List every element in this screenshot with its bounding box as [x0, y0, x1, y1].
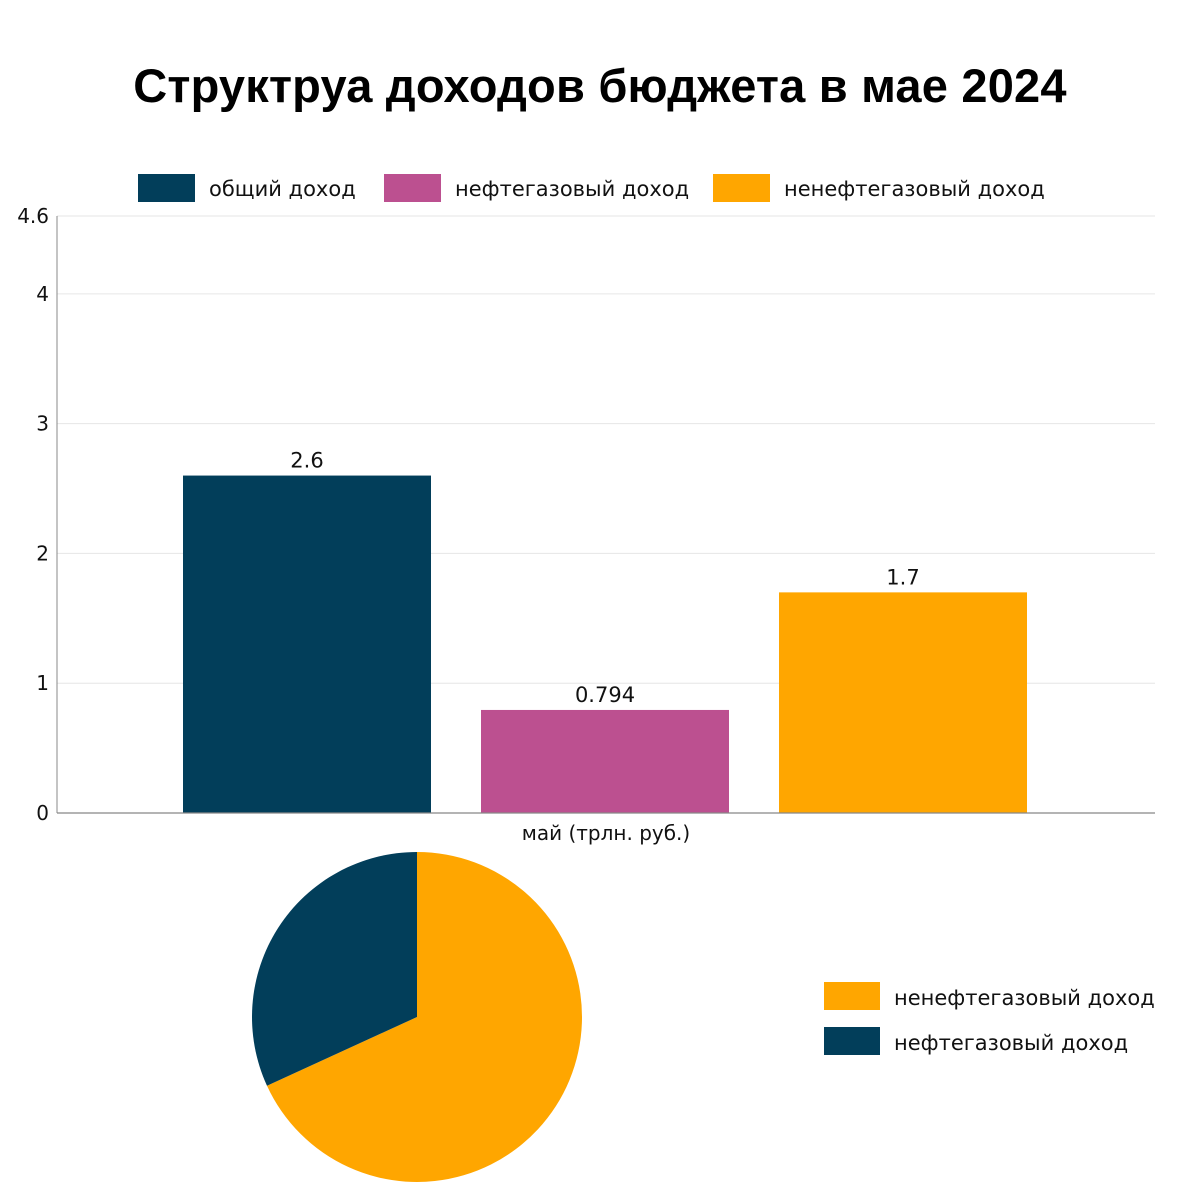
- bar-data-label: 2.6: [290, 449, 323, 473]
- y-tick-label: 4: [36, 282, 49, 306]
- y-axis: 0 1 2 3 4 4.6: [17, 204, 58, 825]
- pie-slice: [251, 852, 417, 1086]
- y-tick-label: 0: [36, 801, 49, 825]
- pie-slice: [266, 852, 582, 1182]
- bar-data-labels: 2.6 0.794 1.7: [290, 449, 919, 707]
- legend-swatch: [384, 174, 441, 202]
- bar-legend: общий доход нефтегазовый доход ненефтегазо…: [138, 174, 1045, 202]
- y-tick-label: 1: [36, 671, 49, 695]
- legend-swatch: [713, 174, 770, 202]
- legend-label: ненефтегазовый доход: [784, 177, 1045, 201]
- y-tick-label: 2: [36, 541, 49, 565]
- y-tick-label: 3: [36, 412, 49, 436]
- legend-swatch: [138, 174, 195, 202]
- bars: [183, 475, 1027, 813]
- pie-chart: [251, 852, 582, 1182]
- x-axis: май (трлн. руб.): [57, 812, 1155, 845]
- legend-label: нефтегазовый доход: [455, 177, 689, 201]
- pie-legend-label: ненефтегазовый доход: [894, 986, 1155, 1010]
- bar-data-label: 0.794: [575, 683, 635, 707]
- legend-label: общий доход: [209, 177, 356, 201]
- chart-title: Структруа доходов бюджета в мае 2024: [133, 59, 1067, 112]
- pie-legend-label: нефтегазовый доход: [894, 1031, 1128, 1055]
- x-axis-label: май (трлн. руб.): [522, 821, 690, 845]
- pie-legend: ненефтегазовый доход нефтегазовый доход: [824, 982, 1155, 1055]
- y-tick-label: 4.6: [17, 204, 49, 228]
- bar: [481, 709, 729, 813]
- bar: [183, 475, 431, 813]
- pie-legend-swatch: [824, 982, 880, 1010]
- bar-data-label: 1.7: [886, 565, 919, 589]
- bar: [779, 592, 1027, 813]
- pie-legend-swatch: [824, 1027, 880, 1055]
